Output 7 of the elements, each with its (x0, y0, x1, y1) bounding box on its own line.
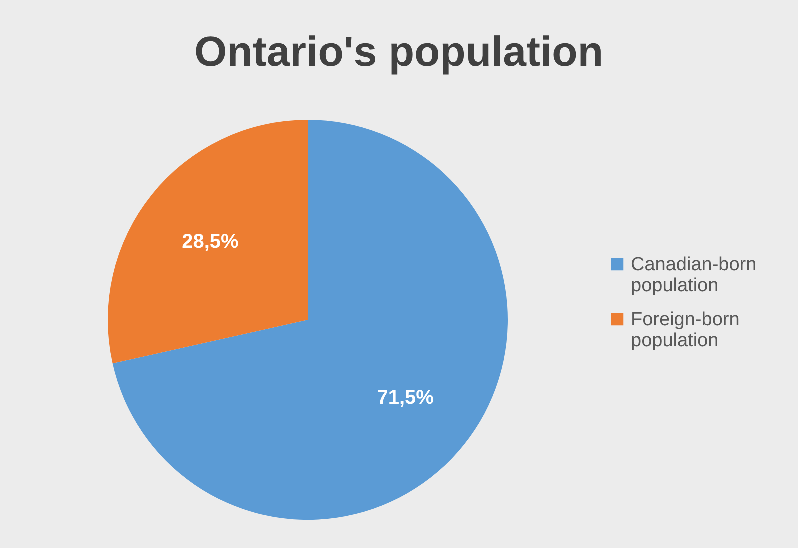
legend-label: Canadian-born population (631, 254, 757, 296)
pie-slice (112, 120, 508, 520)
chart-title: Ontario's population (194, 28, 604, 75)
data-label: 71,5% (377, 387, 434, 410)
pie-slice (108, 120, 308, 364)
legend-label: Foreign-born population (631, 310, 740, 352)
data-label: 28,5% (182, 230, 240, 253)
